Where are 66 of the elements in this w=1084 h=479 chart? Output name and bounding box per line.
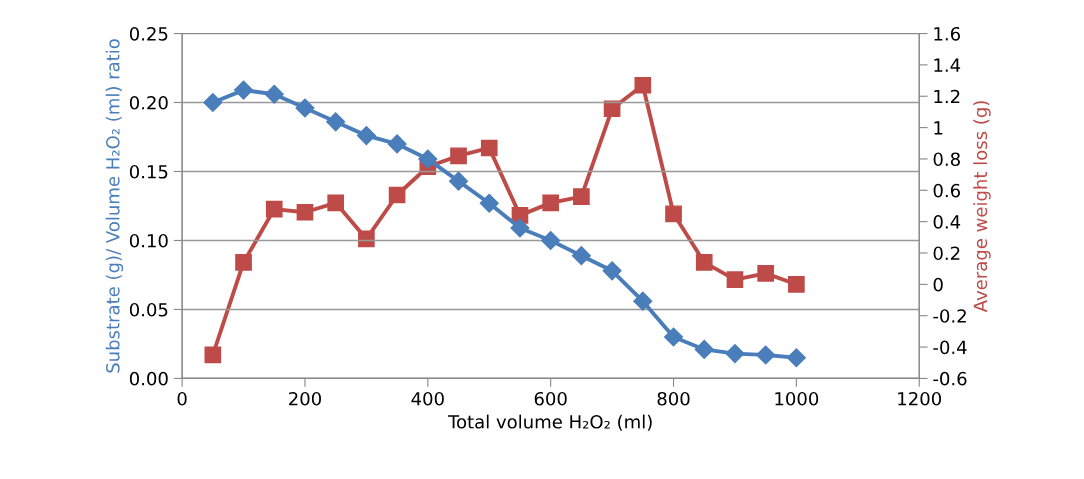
y2-tick-label: -0.4 — [933, 340, 967, 355]
point — [358, 230, 375, 248]
y2-tick-label: 1 — [934, 121, 943, 135]
point — [510, 218, 530, 238]
point — [479, 193, 499, 213]
y2-tick-label: 0.4 — [933, 215, 961, 229]
point — [326, 112, 346, 132]
point — [756, 345, 776, 365]
point — [450, 147, 467, 165]
y2-tick-label: 1.4 — [934, 58, 961, 72]
point — [634, 76, 652, 94]
point — [387, 134, 407, 154]
point — [327, 194, 345, 212]
point — [694, 339, 714, 359]
x-tick-label: 1200 — [898, 391, 942, 406]
point — [542, 194, 560, 212]
point — [234, 80, 254, 100]
point — [264, 84, 284, 104]
y2-tick-label: 1.2 — [934, 89, 960, 104]
y-tick-label: 0.20 — [129, 95, 168, 110]
point — [633, 291, 653, 311]
point — [388, 186, 406, 204]
point — [203, 92, 223, 113]
y-tick-label: 0.10 — [129, 233, 168, 248]
y-axis-title: Substrate (g)/ Volume H₂O₂ (ml) ratio — [105, 39, 124, 373]
point — [573, 188, 590, 205]
y2-tick-label: 1.6 — [934, 26, 960, 41]
x-tick-label: 0 — [177, 391, 187, 406]
point — [786, 348, 806, 368]
y2-tick-label: 0.6 — [933, 183, 960, 198]
point — [665, 205, 682, 223]
y2-tick-label: 0 — [933, 277, 943, 292]
y-tick-label: 0.00 — [129, 371, 168, 386]
x-axis-title: Total volume H₂O₂ (ml) — [448, 414, 652, 431]
point — [541, 230, 561, 250]
point — [726, 271, 744, 288]
point — [265, 200, 283, 218]
y-tick-label: 0.15 — [129, 164, 168, 179]
point — [663, 327, 684, 347]
point — [295, 98, 315, 118]
point — [603, 100, 621, 118]
y2-axis-title: Average weight loss (g) — [973, 101, 991, 313]
point — [757, 265, 774, 282]
point — [788, 276, 805, 293]
x-tick-label: 600 — [534, 391, 567, 406]
x-tick-label: 400 — [411, 391, 444, 406]
y-tick-label: 0.25 — [129, 26, 168, 41]
y2-tick-label: 0.8 — [933, 152, 960, 167]
x-tick-label: 800 — [657, 391, 690, 406]
point — [480, 139, 498, 157]
point — [448, 171, 469, 191]
point — [235, 254, 252, 271]
x-tick-label: 1000 — [775, 391, 819, 406]
y2-tick-label: -0.6 — [933, 371, 967, 386]
x-tick-label: 200 — [289, 391, 321, 406]
point — [356, 126, 376, 146]
point — [296, 203, 314, 221]
point — [204, 346, 222, 364]
y2-tick-label: -0.2 — [933, 309, 966, 323]
point — [418, 149, 438, 169]
point — [602, 261, 622, 281]
y-tick-label: 0.05 — [129, 302, 168, 317]
point — [571, 246, 591, 266]
point — [725, 344, 745, 364]
y2-tick-label: 0.2 — [933, 246, 960, 261]
point — [695, 254, 713, 271]
